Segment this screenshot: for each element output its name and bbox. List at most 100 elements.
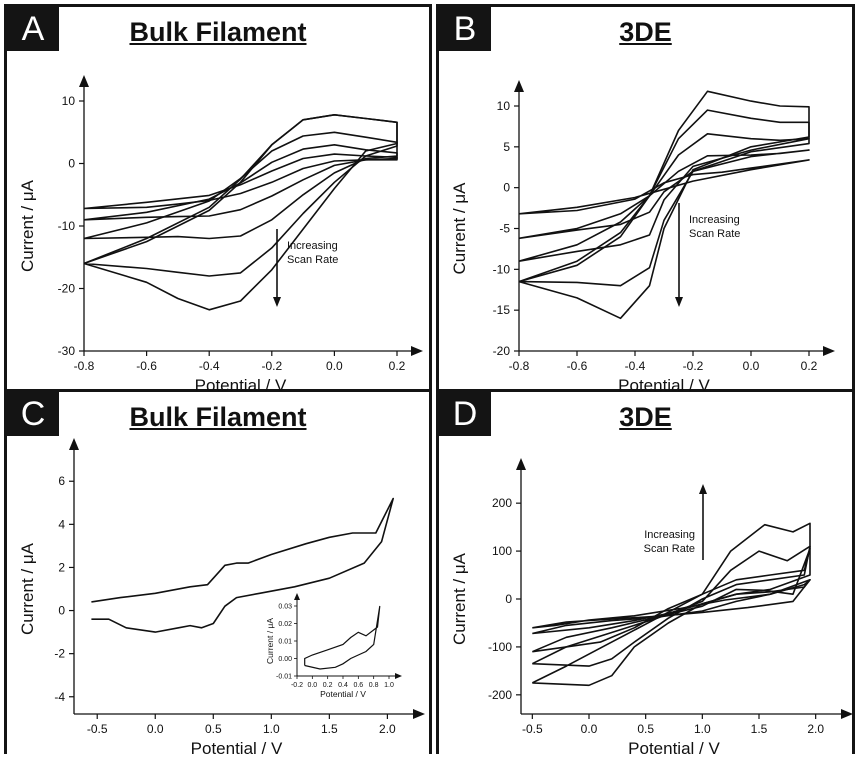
inset-x-tick-label: 0.6 [353,682,363,689]
cv-plot-b: -0.8 -0.6 -0.4 -0.2 0.0 0.2 10 5 0 -5 -10 -15 -20 Pot… [450,80,835,395]
x-tick-label: 0.2 [801,359,818,373]
y-tick-label: 10 [62,94,76,108]
panel-title: Bulk Filament [129,402,307,432]
cv-series-line [83,114,398,311]
x-tick-label: -0.8 [74,359,95,373]
x-tick-label: 0.2 [389,359,406,373]
x-axis-label: Potential / V [618,376,710,395]
y-tick-label: 4 [58,517,65,531]
x-tick-label: -0.5 [87,722,108,736]
inset-y-axis-label: Current / μA [265,618,275,664]
x-tick-label: 1.5 [751,722,768,736]
x-tick-label: -0.8 [509,359,530,373]
annotation-arrowhead [273,297,281,307]
y-axis-label: Current / μA [450,552,469,645]
inset-x-tick-label: 0.8 [369,682,379,689]
x-tick-label: 2.0 [379,722,396,736]
x-axis-arrowhead [413,709,425,719]
y-axis-label: Current / μA [450,182,469,275]
y-axis-arrowhead [79,75,89,87]
cv-plot-c: -0.5 0.0 0.5 1.0 1.5 2.0 6 4 2 0 -2 -4 Potential / V… [18,438,425,754]
y-axis-arrowhead [514,80,524,92]
x-axis-arrowhead [411,346,423,356]
inset-y-tick-label: 0.03 [278,604,292,611]
panel-b: B 3DE -0.8 -0.6 -0.4 -0.2 0.0 0.2 10 5 0 -5 -10 -15… [436,4,855,395]
inset-x-axis-label: Potential / V [320,689,366,699]
x-axis-arrowhead [841,709,853,719]
x-tick-label: 0.0 [326,359,343,373]
annotation-arrowhead [699,484,707,494]
x-tick-label: -0.4 [199,359,220,373]
y-tick-label: 200 [492,496,512,510]
x-axis-label: Potential / V [628,739,720,754]
x-axis-label: Potential / V [191,739,283,754]
panel-a: A Bulk Filament -0.8 -0.6 -0.4 -0.2 0.0 0.2 10… [4,4,432,395]
annotation-text: Increasing [287,240,338,252]
annotation-text: Scan Rate [644,543,695,555]
x-tick-label: 1.5 [321,722,338,736]
y-tick-label: 0 [503,181,510,195]
inset-x-arrowhead [395,673,402,679]
y-tick-label: -20 [58,282,76,296]
y-tick-label: -20 [493,344,511,358]
inset-series-line [304,605,381,670]
annotation-text: Scan Rate [287,254,338,266]
annotation-arrowhead [675,297,683,307]
x-tick-label: 0.0 [743,359,760,373]
cv-series-line [83,114,398,277]
y-tick-label: -10 [58,219,76,233]
y-tick-label: -30 [58,344,76,358]
y-tick-label: 0 [68,157,75,171]
x-tick-label: 0.5 [637,722,654,736]
inset-y-tick-label: -0.01 [276,674,292,681]
inset-x-tick-label: 0.4 [338,682,348,689]
y-tick-label: 6 [58,474,65,488]
panel-letter: C [7,392,59,436]
inset-y-tick-label: 0.01 [278,639,292,646]
cv-series-line [518,133,810,262]
panel-letter: D [439,392,491,436]
x-tick-label: -0.6 [567,359,588,373]
x-tick-label: -0.2 [683,359,704,373]
cv-series-line [532,579,811,635]
y-tick-label: -2 [54,647,65,661]
x-axis-label: Potential / V [195,376,287,395]
panel-title: 3DE [619,402,672,432]
y-tick-label: -200 [488,688,512,702]
inset-y-arrowhead [294,593,300,600]
y-tick-label: 100 [492,544,512,558]
x-tick-label: -0.4 [625,359,646,373]
y-tick-label: -100 [488,640,512,654]
cv-series-line [518,90,810,320]
y-tick-label: 5 [503,140,510,154]
cv-series-line [518,159,810,215]
x-tick-label: 1.0 [263,722,280,736]
y-axis-arrowhead [69,438,79,450]
y-tick-label: -5 [499,222,510,236]
cv-series-line [518,109,810,287]
x-tick-label: -0.5 [522,722,543,736]
cv-plot-a: -0.8 -0.6 -0.4 -0.2 0.0 0.2 10 0 -10 -20 -30 Potent… [18,75,423,395]
panel-d: D 3DE -0.5 0.0 0.5 1.0 1.5 2.0 200 100 0 -100 -200… [436,392,855,754]
inset-x-tick-label: 0.0 [307,682,317,689]
y-axis-label: Current / μA [18,542,37,635]
annotation-text: Increasing [689,214,740,226]
y-tick-label: -10 [493,262,511,276]
inset-x-tick-label: 0.2 [323,682,333,689]
x-tick-label: 2.0 [807,722,824,736]
x-tick-label: -0.6 [136,359,157,373]
panel-title: Bulk Filament [129,17,307,47]
cv-series-line [531,545,811,667]
cv-series-line [531,547,811,653]
x-tick-label: -0.2 [261,359,282,373]
y-axis-arrowhead [516,458,526,470]
inset-x-tick-label: 1.0 [384,682,394,689]
x-tick-label: 0.5 [205,722,222,736]
panel-letter: B [439,7,491,51]
y-tick-label: 0 [505,592,512,606]
cv-series-line [518,149,810,240]
annotation-text: Scan Rate [689,228,740,240]
panel-title: 3DE [619,17,672,47]
y-axis-label: Current / μA [18,179,37,272]
inset-x-tick-label: -0.2 [291,682,303,689]
